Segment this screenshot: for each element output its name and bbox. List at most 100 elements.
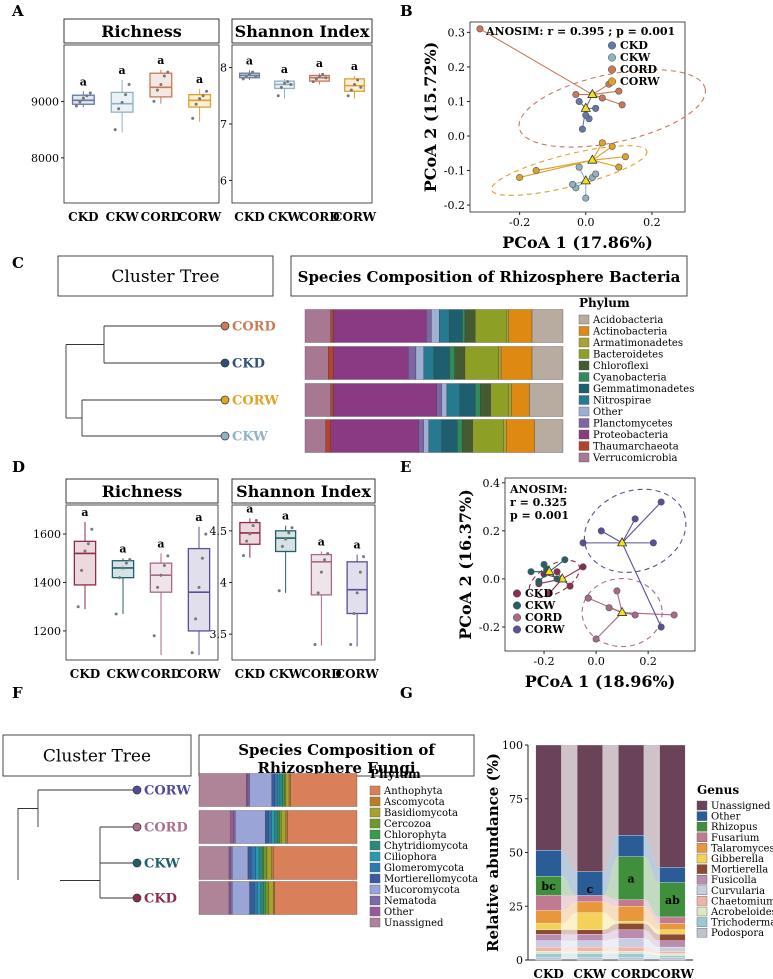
bar-segment-G-gibberella <box>576 912 603 931</box>
box-D1-cord <box>149 562 173 593</box>
flow-band-G-trichoderma <box>535 953 686 958</box>
flow-band-G-curvularia <box>535 938 686 952</box>
bar-segment-C-chloroflexi <box>480 383 491 417</box>
bar-segment-C-nitrospirae <box>446 383 460 417</box>
plot-title-box-A1 <box>63 18 220 44</box>
bar-segment-G-gibberella <box>535 923 562 931</box>
sample-point-E-ckd <box>553 568 561 576</box>
data-point-D1 <box>80 568 84 572</box>
x-category-A2: CORW <box>333 210 377 224</box>
plot-frame-B <box>469 21 686 213</box>
data-point-D1 <box>152 634 156 638</box>
legend-swatch-G-fusicolla <box>696 875 708 885</box>
composition-title-F: Species Composition of <box>238 741 436 759</box>
legend-swatch-C-other <box>578 406 590 417</box>
legend-swatch-F-other <box>369 906 381 917</box>
box-D2-cord <box>310 553 333 596</box>
legend-swatch-C-gemmatimonadetes <box>578 383 590 394</box>
legend-swatch-C-proteobacteria <box>578 429 590 440</box>
x-category-D2: CKW <box>269 667 303 681</box>
bar-segment-G-acrobeloides <box>535 951 562 954</box>
bar-segment-C-gemmatimonadetes <box>441 419 458 453</box>
x-category-D2: CKD <box>235 667 265 681</box>
data-point-A2 <box>251 70 255 74</box>
bar-segment-C-armatimonadetes <box>498 346 502 380</box>
bar-segment-F-basidiomycota <box>281 810 287 844</box>
bar-segment-G-curvularia <box>576 940 603 948</box>
bar-segment-G-trichoderma <box>535 953 562 958</box>
x-category-G: CORD <box>611 967 651 979</box>
bar-segment-C-gemmatimonadetes <box>459 383 476 417</box>
bar-segment-C-acidobacteria <box>531 309 564 343</box>
bar-segment-F-chlorophyta <box>262 846 264 880</box>
spider-line-E-corw <box>601 530 623 544</box>
box-D2-corw <box>346 561 368 615</box>
bar-segment-C-proteobacteria <box>333 383 437 417</box>
bar-segment-F-mucoromycota <box>232 846 249 880</box>
data-point-D1 <box>76 605 80 609</box>
tree-leaf-node-F-cord <box>132 822 142 832</box>
bar-segment-C-actinobacteria <box>508 309 533 343</box>
sample-point-E-ckd <box>545 589 553 597</box>
legend-label-E: CKW <box>525 599 556 612</box>
data-point-A2 <box>286 80 290 84</box>
panel-label-c: C <box>12 254 24 272</box>
sig-letter-A1: a <box>119 64 126 77</box>
bar-segment-G-curvularia <box>618 938 645 948</box>
sig-letter-G: bc <box>541 880 556 893</box>
legend-swatch-C-bacteroidetes <box>578 349 590 359</box>
anosim-stat-B: ANOSIM: r = 0.395 ; p = 0.001 <box>485 25 675 38</box>
data-point-A2 <box>276 94 280 98</box>
data-point-A1 <box>201 94 205 98</box>
legend-label-G: Chaetomium <box>711 896 773 907</box>
sig-letter-D2: a <box>354 539 361 552</box>
legend-label-F: Anthophyta <box>383 786 443 797</box>
legend-swatch-F-chlorophyta <box>369 829 381 840</box>
legend-swatch-B-corw <box>607 77 617 86</box>
sample-point-E-cord <box>631 611 639 619</box>
sample-point-E-corw <box>597 527 605 535</box>
bar-segment-C-armatimonadetes <box>508 383 512 417</box>
x-category-D2: CORW <box>336 667 380 681</box>
data-point-D2 <box>349 643 353 646</box>
y-tick-label-E: 0.2 <box>483 525 501 538</box>
data-point-A2 <box>321 72 325 76</box>
spider-line-E-cord <box>595 612 623 640</box>
sample-point-E-cord <box>584 594 592 602</box>
sig-letter-A2: a <box>246 54 253 67</box>
y-tick-label-B: -0.2 <box>444 199 465 212</box>
bar-segment-C-proteobacteria <box>333 309 427 343</box>
bar-segment-G-podospora <box>659 957 686 961</box>
anosim-stat-E: p = 0.001 <box>510 509 569 522</box>
data-point-A2 <box>346 94 350 98</box>
legend-label-C: Verrucomicrobia <box>592 453 678 464</box>
legend-swatch-E-ckw <box>512 601 522 610</box>
bar-segment-F-ciliophora <box>255 846 260 880</box>
legend-swatch-F-ciliophora <box>369 851 381 862</box>
bar-segment-C-cyanobacteria <box>475 383 481 417</box>
y-tick-label-E: 0.4 <box>483 477 501 490</box>
x-category-A1: CORD <box>141 210 181 224</box>
bar-segment-C-bacteroidetes <box>475 309 507 343</box>
data-point-D2 <box>326 552 330 556</box>
sample-point-E-ckw <box>527 568 535 576</box>
bar-segment-C-nitrospirae <box>439 309 450 343</box>
panel-label-b: B <box>400 2 413 20</box>
bar-segment-G-unassigned <box>618 744 645 836</box>
tree-leaf-label-C: CORD <box>232 320 276 335</box>
legend-label-F: Ascomycota <box>383 797 445 808</box>
data-point-A2 <box>314 77 318 81</box>
anosim-stat-E: ANOSIM: <box>509 483 568 496</box>
legend-title-C: Phylum <box>579 296 630 310</box>
bar-segment-C-armatimonadetes <box>503 419 507 453</box>
legend-swatch-E-corw <box>512 625 522 634</box>
composition-title-C: Species Composition of Rhizosphere Bacte… <box>298 268 681 286</box>
data-point-D2 <box>245 539 249 543</box>
data-point-A2 <box>353 83 356 86</box>
bar-segment-G-fusarium <box>659 916 686 924</box>
data-point-D1 <box>162 564 166 568</box>
x-category-G: CKD <box>533 967 563 979</box>
centroid-marker-E-cord <box>616 606 628 616</box>
legend-label-G: Rhizopus <box>711 822 757 833</box>
